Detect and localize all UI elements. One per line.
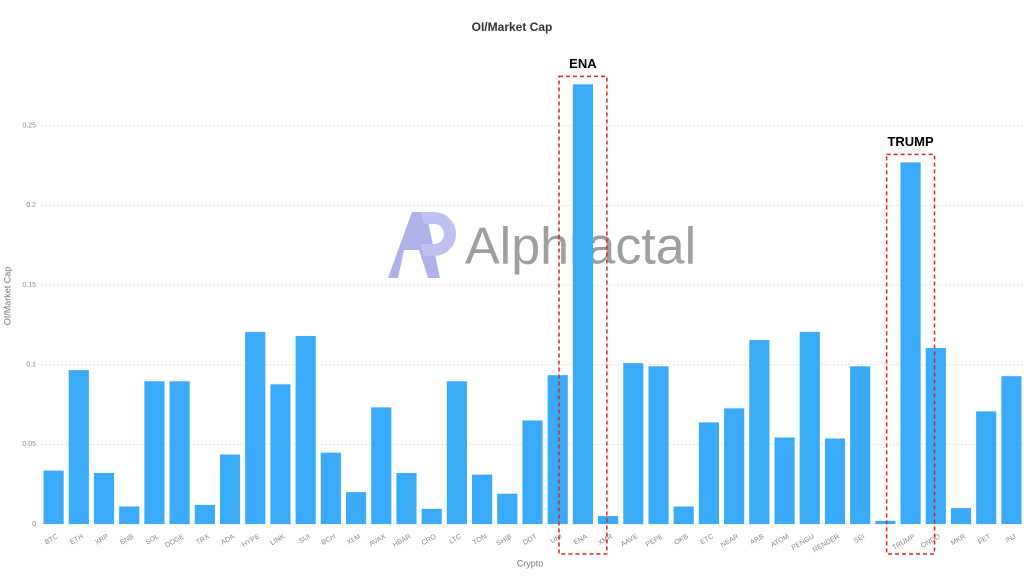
x-tick-label: ARB xyxy=(749,533,765,546)
bar xyxy=(950,508,972,524)
x-tick-label: FET xyxy=(977,533,993,546)
bar xyxy=(169,381,190,524)
x-tick-label: BCH xyxy=(320,533,336,546)
bar xyxy=(749,340,770,524)
x-tick-label: SEI xyxy=(853,533,866,545)
bar xyxy=(245,331,266,524)
x-tick-label: LINK xyxy=(269,533,286,547)
bar xyxy=(572,84,593,524)
y-tick-label: 0.25 xyxy=(22,123,36,130)
bar xyxy=(345,492,367,524)
x-tick-label: SOL xyxy=(145,533,161,546)
annotation: ENA xyxy=(569,56,597,71)
bar xyxy=(547,375,568,524)
x-tick-label: ETH xyxy=(69,533,85,546)
bar xyxy=(144,381,165,524)
bar xyxy=(774,437,795,524)
bar xyxy=(522,420,543,524)
y-axis-label: OI/Market Cap xyxy=(2,267,12,326)
x-tick-label: ETC xyxy=(699,533,715,546)
bar xyxy=(472,474,493,524)
x-tick-label: ONDO xyxy=(920,533,942,550)
x-tick-label: ADA xyxy=(220,533,236,546)
x-tick-label: UNI xyxy=(550,533,564,545)
x-tick-label: MKR xyxy=(950,533,967,547)
chart-title: OI/Market Cap xyxy=(472,20,553,34)
y-tick-label: 0 xyxy=(32,521,36,528)
bar xyxy=(925,347,946,524)
x-tick-label: BTC xyxy=(44,533,60,546)
x-tick-label: ENA xyxy=(573,533,589,546)
bar xyxy=(194,504,215,524)
y-tick-label: 0.05 xyxy=(22,441,36,448)
bar xyxy=(673,506,694,524)
bar xyxy=(1001,376,1022,524)
bar xyxy=(598,516,619,524)
bar xyxy=(421,508,442,524)
x-tick-label: PEPE xyxy=(645,533,665,549)
x-tick-label: SUI xyxy=(298,533,312,545)
x-tick-label: BNB xyxy=(119,533,135,546)
bar xyxy=(68,370,89,524)
bar xyxy=(875,520,896,524)
x-tick-label: TRUMP xyxy=(891,533,916,552)
x-tick-label: XLM xyxy=(346,533,362,546)
y-tick-label: 0.1 xyxy=(26,362,36,369)
x-tick-label: HBAR xyxy=(392,533,412,549)
x-tick-label: AVAX xyxy=(368,533,387,548)
bar xyxy=(119,506,140,524)
highlight-box xyxy=(885,153,936,555)
bar xyxy=(850,366,871,524)
x-tick-label: INJ xyxy=(1005,533,1018,544)
x-tick-label: TRX xyxy=(195,533,211,546)
x-tick-label: RENDER xyxy=(812,533,841,554)
x-tick-label: HYPE xyxy=(241,533,261,549)
x-tick-label: AAVE xyxy=(620,533,640,548)
bar xyxy=(219,454,241,524)
x-tick-label: DOT xyxy=(522,533,539,547)
x-tick-label: LTC xyxy=(448,533,463,545)
bar xyxy=(497,493,518,524)
y-tick-label: 0.2 xyxy=(26,202,36,209)
bar xyxy=(724,408,745,524)
watermark-logo xyxy=(388,212,456,278)
bar xyxy=(396,473,417,524)
bar xyxy=(320,452,341,524)
bar xyxy=(446,381,467,524)
bar xyxy=(900,162,921,524)
bar xyxy=(43,470,64,524)
x-tick-label: ATOM xyxy=(770,533,791,549)
bar xyxy=(698,422,720,524)
y-tick-label: 0.15 xyxy=(22,282,36,289)
bar xyxy=(976,411,997,524)
highlight-box xyxy=(558,75,608,555)
bar xyxy=(295,336,316,524)
annotation: TRUMP xyxy=(887,134,934,149)
x-tick-label: OKB xyxy=(673,533,690,547)
bar xyxy=(93,473,115,524)
x-tick-label: XRP xyxy=(94,533,110,546)
x-tick-label: TON xyxy=(472,533,488,546)
bar xyxy=(824,438,846,524)
bar xyxy=(270,384,291,524)
x-tick-label: XMR xyxy=(597,533,614,547)
x-tick-label: CRO xyxy=(421,533,438,547)
bar xyxy=(648,366,669,524)
x-tick-label: DOGE xyxy=(164,533,186,550)
x-axis-label: Crypto xyxy=(517,558,544,568)
bar xyxy=(799,331,820,524)
bar xyxy=(623,363,644,524)
bar xyxy=(371,407,392,524)
x-tick-label: NEAR xyxy=(720,533,740,549)
x-tick-label: SHIB xyxy=(496,533,514,547)
